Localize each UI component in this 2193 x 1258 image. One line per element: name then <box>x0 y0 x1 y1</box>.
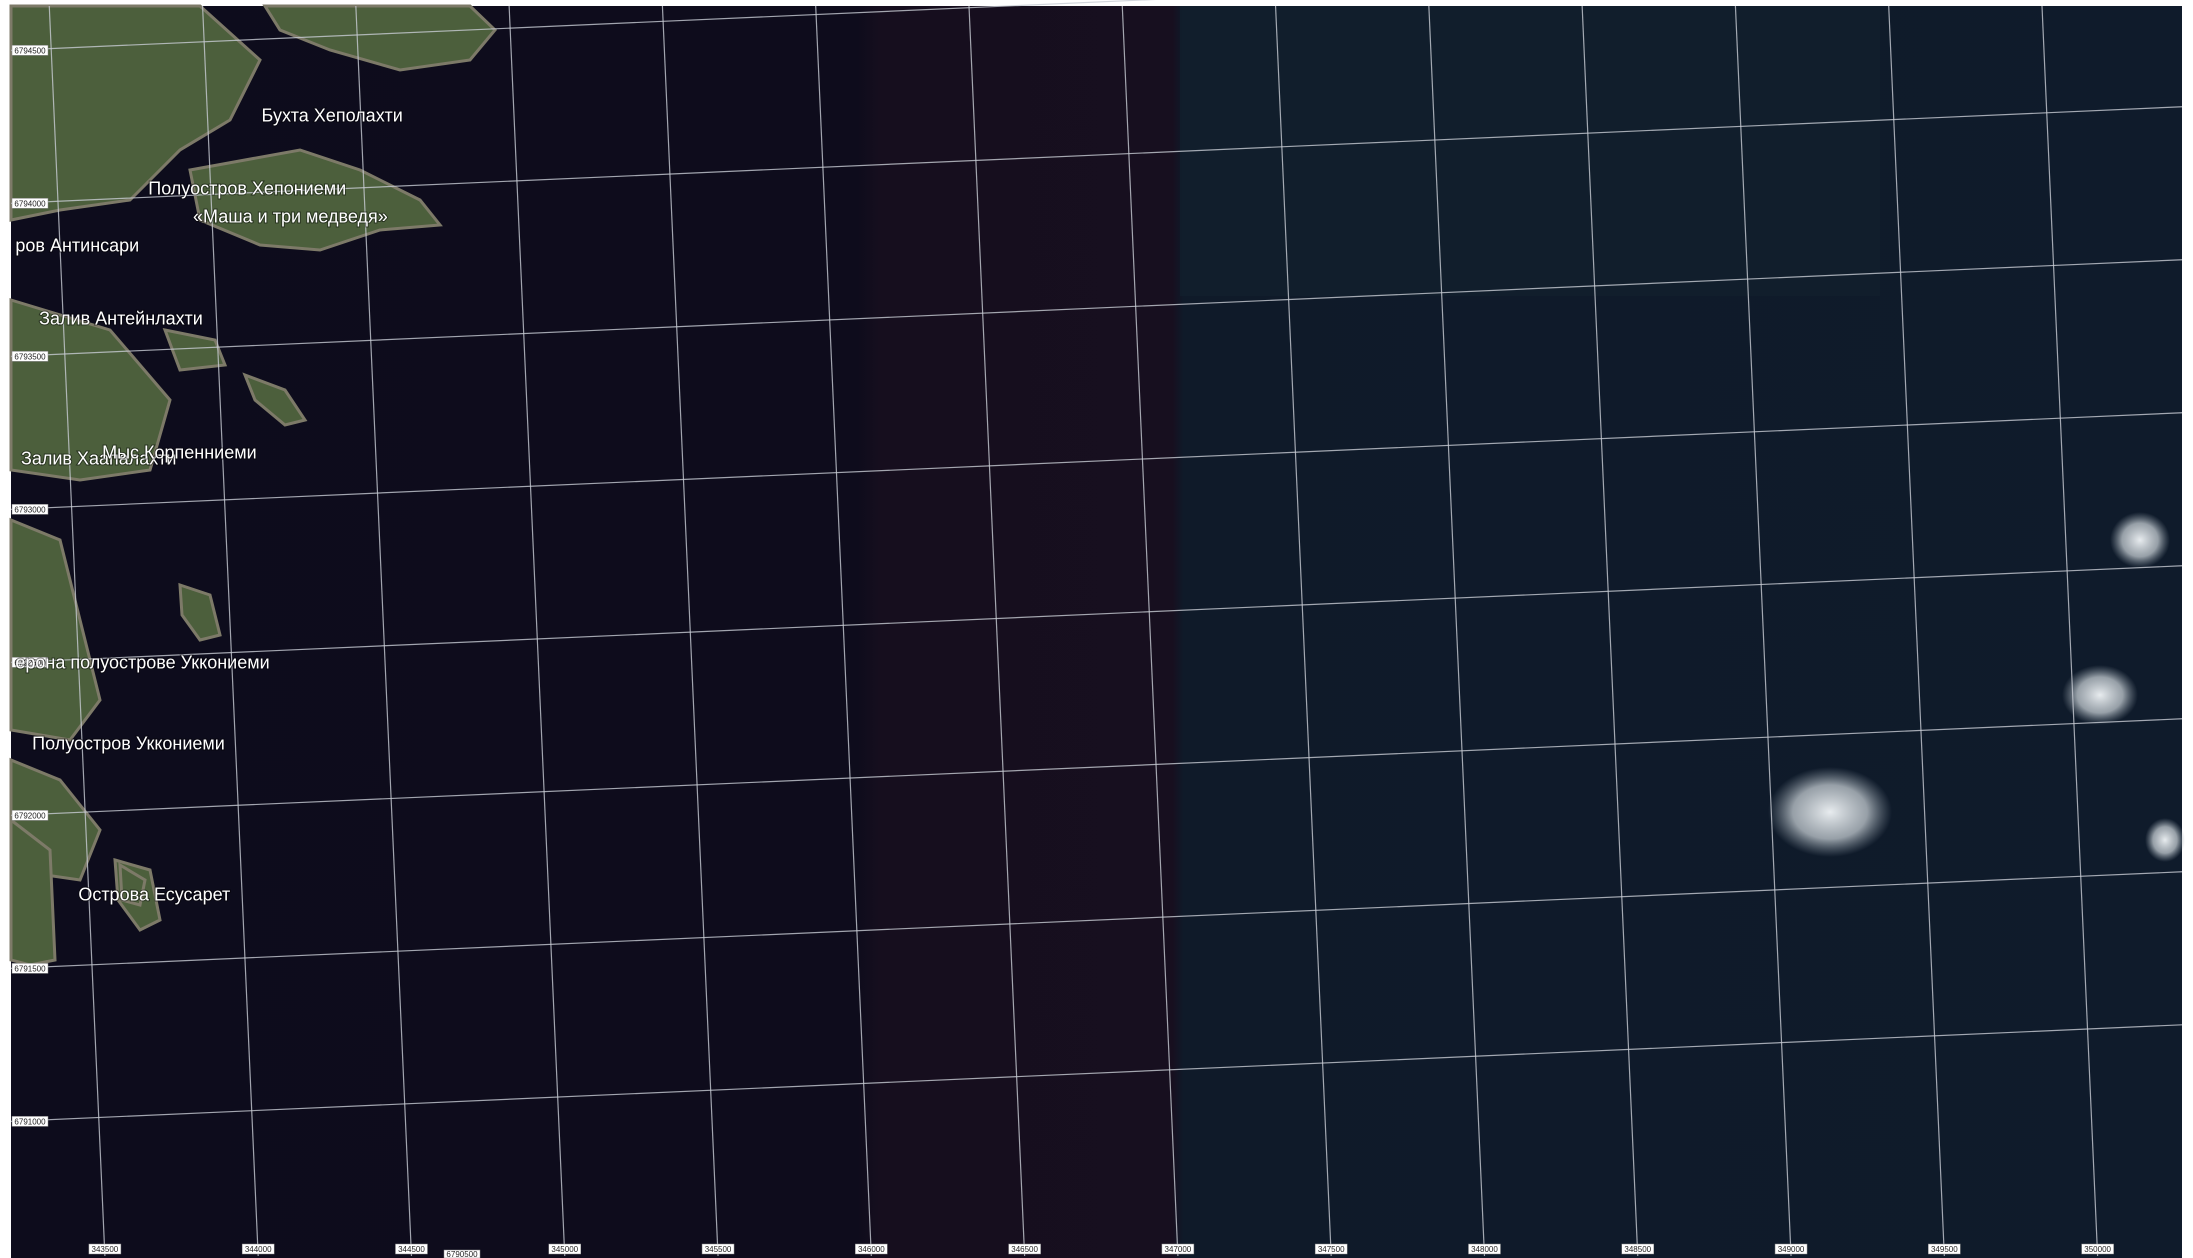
tick-box <box>1928 1243 1961 1255</box>
northing-label: 6792000 <box>14 811 46 820</box>
grid-line <box>1581 5 1639 1257</box>
tick-box <box>1161 1243 1195 1255</box>
tick-box <box>11 504 49 515</box>
place-label: Залив Хаапалахти <box>21 448 176 468</box>
grid-line <box>815 5 872 1257</box>
place-label: Мыс Корпенниеми <box>102 443 257 463</box>
place-label: Острова Есусарет <box>78 885 230 905</box>
easting-label: 348000 <box>1471 1245 1498 1254</box>
northing-label: 6791500 <box>14 964 46 973</box>
tick-box <box>11 351 49 362</box>
place-label: Залив Антейнлахти <box>39 308 203 328</box>
grid-line <box>10 0 1156 51</box>
northing-label: 6793500 <box>14 352 46 361</box>
easting-label: 346000 <box>858 1245 885 1254</box>
easting-label: 345500 <box>705 1245 732 1254</box>
tick-box <box>395 1243 428 1255</box>
tick-box <box>855 1243 888 1255</box>
easting-label: 346500 <box>1011 1245 1038 1254</box>
tick-box <box>1008 1243 1041 1255</box>
haze <box>1180 6 1880 296</box>
grid-line <box>508 5 566 1257</box>
tick-box <box>88 1243 122 1255</box>
grid-line <box>10 871 2183 969</box>
place-label: ерона полуострове Уккониеми <box>15 653 269 673</box>
tick-box <box>11 198 49 209</box>
easting-label: 347000 <box>1165 1245 1192 1254</box>
grid-line <box>968 5 1026 1257</box>
tick-box <box>11 810 49 821</box>
tick-box <box>11 657 49 668</box>
tick-box <box>11 1116 49 1127</box>
easting-label: 350000 <box>2084 1245 2111 1254</box>
easting-label: 344000 <box>245 1245 272 1254</box>
grid-line <box>1734 5 1792 1257</box>
easting-label: 347500 <box>1318 1245 1345 1254</box>
grid-line <box>201 5 259 1257</box>
extra-label: 6790500 <box>446 1250 478 1258</box>
grid-line <box>10 412 2183 510</box>
northing-label: 6794500 <box>14 46 46 55</box>
tick-box <box>241 1243 275 1255</box>
grid-line <box>355 5 413 1257</box>
place-label: «Маша и три медведя» <box>193 206 388 226</box>
grid-line <box>10 565 2183 663</box>
northing-label: 6791000 <box>14 1117 46 1126</box>
grid-line <box>10 718 2183 816</box>
easting-label: 349000 <box>1778 1245 1805 1254</box>
grid-line <box>2041 5 2099 1257</box>
tick-box <box>2081 1243 2114 1255</box>
place-label: Полуостров Уккониеми <box>32 734 225 754</box>
grid-line <box>10 1024 2183 1122</box>
labels: Бухта Хеполахти Полуостров Хепониеми «Маша… <box>14 105 403 906</box>
easting-label: 343500 <box>92 1245 119 1254</box>
grid: 343500 344000 344500 345000 345500 346000 3465… <box>10 0 2183 1258</box>
easting-label: 349500 <box>1931 1245 1958 1254</box>
northing-label: 6794000 <box>14 199 46 208</box>
easting-label: 345000 <box>551 1245 578 1254</box>
tick-box <box>701 1243 735 1255</box>
grid-line <box>1121 5 1179 1257</box>
tick-box <box>548 1243 582 1255</box>
place-label: Полуостров Хепониеми <box>148 178 346 198</box>
tick-box <box>1774 1243 1808 1255</box>
grid-line <box>48 5 106 1257</box>
grid-line <box>10 259 2183 357</box>
tick-box <box>443 1249 481 1258</box>
islands <box>9 4 498 967</box>
tick-box <box>11 963 49 974</box>
grid-line <box>1888 5 1945 1257</box>
tick-box <box>1621 1243 1655 1255</box>
easting-label: 348500 <box>1624 1245 1651 1254</box>
northing-label: 6793000 <box>14 505 46 514</box>
grid-line <box>10 106 2183 204</box>
grid-line <box>1428 5 1486 1257</box>
tick-box <box>1468 1243 1501 1255</box>
tick-box <box>1314 1243 1348 1255</box>
grid-line <box>661 5 719 1257</box>
grid-line <box>1274 5 1332 1257</box>
easting-label: 344500 <box>398 1245 425 1254</box>
place-label: ров Антинсари <box>15 236 139 256</box>
clouds <box>1768 512 2185 862</box>
tick-box <box>11 45 49 56</box>
northing-label: 6792500 <box>14 658 46 667</box>
place-label: Бухта Хеполахти <box>262 106 403 126</box>
